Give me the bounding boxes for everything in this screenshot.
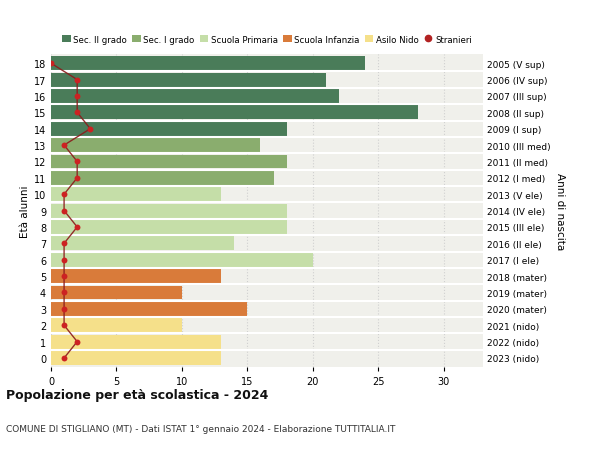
Point — [85, 126, 95, 133]
Point — [59, 240, 69, 247]
Point — [59, 257, 69, 264]
Bar — [51, 139, 260, 153]
Point — [73, 158, 82, 166]
Point — [59, 306, 69, 313]
Point — [73, 109, 82, 117]
Bar — [51, 286, 182, 300]
Point — [59, 142, 69, 150]
Point — [59, 354, 69, 362]
Bar — [51, 351, 221, 365]
Bar — [51, 220, 287, 235]
Point — [59, 322, 69, 329]
Bar — [51, 57, 365, 71]
Point — [59, 207, 69, 215]
Point — [73, 224, 82, 231]
Point — [46, 61, 56, 68]
Bar — [51, 253, 313, 267]
Bar — [51, 335, 221, 349]
Point — [59, 273, 69, 280]
Bar — [51, 90, 339, 104]
Point — [59, 289, 69, 297]
Bar — [51, 319, 182, 332]
Y-axis label: Anni di nascita: Anni di nascita — [554, 173, 565, 250]
Point — [59, 191, 69, 198]
Bar — [51, 73, 326, 87]
Bar — [51, 188, 221, 202]
Text: COMUNE DI STIGLIANO (MT) - Dati ISTAT 1° gennaio 2024 - Elaborazione TUTTITALIA.: COMUNE DI STIGLIANO (MT) - Dati ISTAT 1°… — [6, 425, 395, 434]
Bar — [51, 237, 234, 251]
Bar — [51, 302, 247, 316]
Bar — [51, 106, 418, 120]
Bar — [51, 204, 287, 218]
Legend: Sec. II grado, Sec. I grado, Scuola Primaria, Scuola Infanzia, Asilo Nido, Stran: Sec. II grado, Sec. I grado, Scuola Prim… — [62, 35, 472, 45]
Y-axis label: Età alunni: Età alunni — [20, 185, 29, 237]
Point — [73, 77, 82, 84]
Point — [73, 93, 82, 101]
Bar — [51, 155, 287, 169]
Bar — [51, 269, 221, 284]
Bar — [51, 123, 287, 136]
Text: Popolazione per età scolastica - 2024: Popolazione per età scolastica - 2024 — [6, 388, 268, 401]
Point — [73, 175, 82, 182]
Point — [73, 338, 82, 346]
Bar — [51, 172, 274, 185]
